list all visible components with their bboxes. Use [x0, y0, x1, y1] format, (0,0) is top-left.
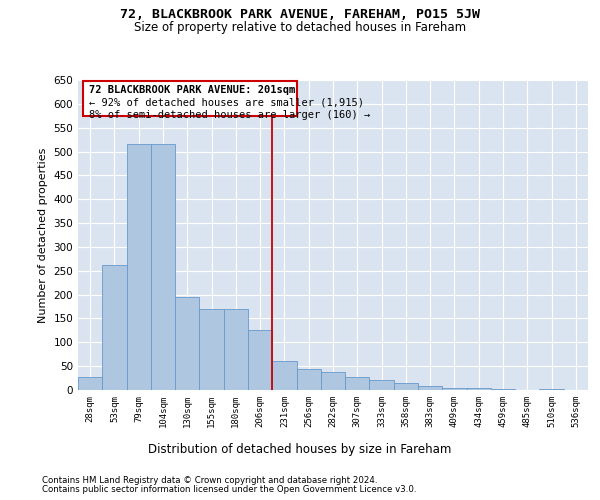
Bar [442, 388, 467, 390]
Text: Size of property relative to detached houses in Fareham: Size of property relative to detached ho… [134, 21, 466, 34]
Bar [199, 309, 224, 390]
Bar [394, 383, 418, 390]
Bar [370, 380, 394, 390]
Bar [102, 265, 127, 390]
Bar [418, 386, 442, 390]
Text: Contains HM Land Registry data © Crown copyright and database right 2024.: Contains HM Land Registry data © Crown c… [42, 476, 377, 485]
Y-axis label: Number of detached properties: Number of detached properties [38, 148, 48, 322]
Bar [224, 309, 248, 390]
Text: 72, BLACKBROOK PARK AVENUE, FAREHAM, PO15 5JW: 72, BLACKBROOK PARK AVENUE, FAREHAM, PO1… [120, 8, 480, 20]
Text: Distribution of detached houses by size in Fareham: Distribution of detached houses by size … [148, 442, 452, 456]
Text: 8% of semi-detached houses are larger (160) →: 8% of semi-detached houses are larger (1… [89, 110, 370, 120]
Text: Contains public sector information licensed under the Open Government Licence v3: Contains public sector information licen… [42, 485, 416, 494]
Bar [127, 144, 151, 390]
Text: ← 92% of detached houses are smaller (1,915): ← 92% of detached houses are smaller (1,… [89, 98, 364, 108]
Bar [321, 372, 345, 390]
Bar [345, 376, 370, 390]
Bar [248, 330, 272, 390]
Bar [539, 388, 564, 390]
Text: 72 BLACKBROOK PARK AVENUE: 201sqm: 72 BLACKBROOK PARK AVENUE: 201sqm [89, 85, 295, 95]
Bar [175, 297, 199, 390]
Bar [296, 368, 321, 390]
Bar [491, 388, 515, 390]
Bar [78, 376, 102, 390]
Bar [272, 362, 296, 390]
Bar [467, 388, 491, 390]
Bar [151, 144, 175, 390]
